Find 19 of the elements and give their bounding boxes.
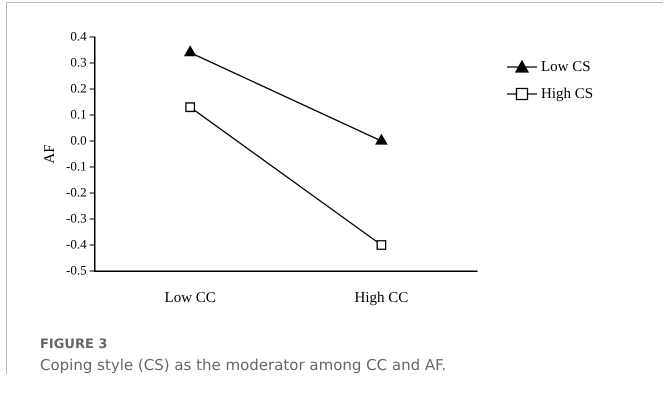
x-tick-label: High CC [354,290,408,306]
caption: FIGURE 3 [40,337,108,352]
y-tick-label: -0.5 [66,262,87,278]
y-tick-label: 0.3 [70,54,87,70]
y-tick-label: 0.4 [70,28,88,44]
y-tick-label: -0.1 [66,158,87,174]
y-tick-label: 0.1 [70,106,87,122]
legend-label: High CS [541,86,594,102]
text: Coping style (CS) as the moderator among CC and AF. [40,356,448,374]
y-axis-title: AF [42,144,58,164]
y-tick-label: 0.2 [70,80,87,96]
point [376,240,386,250]
y-tick-label: -0.4 [66,236,88,252]
y-tick-label: 0.0 [70,132,87,148]
y-tick-label: -0.3 [66,210,87,226]
y-tick-label: -0.2 [66,184,87,200]
point [185,102,196,112]
legend-label: Low CS [541,58,591,75]
x-tick-label: Low CC [164,290,216,306]
